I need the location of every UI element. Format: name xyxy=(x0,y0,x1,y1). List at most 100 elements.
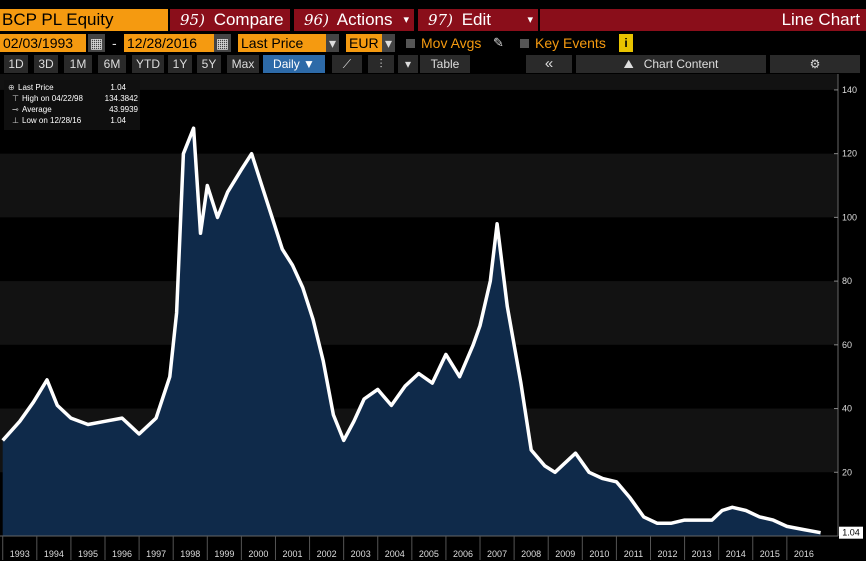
x-tick-label: 2012 xyxy=(658,549,678,559)
x-tick-label: 2002 xyxy=(317,549,337,559)
actions-caret-icon: ▾ xyxy=(403,14,409,26)
x-tick-label: 1997 xyxy=(146,549,166,559)
settings-gear-icon[interactable]: ⚙ xyxy=(770,55,860,73)
y-tick-label: 60 xyxy=(842,340,852,350)
period-5y-button[interactable]: 5Y xyxy=(197,55,221,73)
price-field[interactable]: Last Price xyxy=(238,34,328,52)
start-date-field[interactable]: 02/03/1993 xyxy=(0,34,86,52)
chart-content-icon: ⛰ xyxy=(623,57,634,71)
y-tick-label: 140 xyxy=(842,85,857,95)
legend-last-value: 1.04 xyxy=(110,83,126,92)
compare-menu[interactable]: 95) Compare xyxy=(170,9,290,31)
price-area xyxy=(2,128,821,536)
legend-icon-last: ⊕ xyxy=(8,83,15,92)
last-value-box xyxy=(839,526,863,539)
last-value-marker: 1.04 xyxy=(839,526,863,539)
y-axis: 20 40 60 80 100 120 140 xyxy=(834,74,857,536)
chart-legend: ⊕ Last Price 1.04 ⊤ High on 04/22/98 134… xyxy=(4,80,140,130)
x-tick-label: 2016 xyxy=(794,549,814,559)
x-tick-label: 2003 xyxy=(351,549,371,559)
legend-average-value: 43.9939 xyxy=(109,105,138,114)
x-tick-label: 2014 xyxy=(726,549,746,559)
bar-style-icon[interactable]: ⫶ xyxy=(368,55,394,73)
x-tick-label: 2010 xyxy=(589,549,609,559)
legend-icon-low: ⊥ xyxy=(12,116,19,125)
y-tick-label: 40 xyxy=(842,404,852,414)
actions-menu-label: Actions xyxy=(336,10,393,29)
x-axis: 1993 1994 1995 1996 1997 1998 1999 2000 2001 2002… xyxy=(0,535,838,560)
x-tick-label: 1998 xyxy=(180,549,200,559)
x-tick-label: 2006 xyxy=(453,549,473,559)
frequency-dropdown[interactable]: Daily ▼ xyxy=(263,55,325,73)
period-1d-button[interactable]: 1D xyxy=(4,55,28,73)
currency-field[interactable]: EUR xyxy=(346,34,382,52)
x-tick-label: 2008 xyxy=(521,549,541,559)
style-dropdown-icon[interactable]: ▾ xyxy=(398,55,418,73)
background-band xyxy=(0,153,838,218)
end-date-field[interactable]: 12/28/2016 xyxy=(124,34,216,52)
collapse-button[interactable]: « xyxy=(526,55,572,73)
start-calendar-icon[interactable]: ▦ xyxy=(88,34,105,52)
x-tick-label: 2001 xyxy=(283,549,303,559)
x-tick-label: 1994 xyxy=(44,549,64,559)
period-1m-button[interactable]: 1M xyxy=(64,55,92,73)
edit-menu-number: 97) xyxy=(428,11,453,29)
compare-menu-label: Compare xyxy=(213,10,284,29)
x-tick-label: 1995 xyxy=(78,549,98,559)
key-events-checkbox[interactable] xyxy=(520,39,529,48)
legend-last-label: Last Price xyxy=(18,83,54,92)
y-tick-label: 100 xyxy=(842,212,857,222)
period-1y-button[interactable]: 1Y xyxy=(168,55,192,73)
info-icon[interactable]: i xyxy=(619,34,633,52)
x-tick-label: 1999 xyxy=(214,549,234,559)
chart-name: Line Chart xyxy=(540,9,866,31)
x-tick-label: 2004 xyxy=(385,549,405,559)
legend-high-label: High on 04/22/98 xyxy=(22,94,83,103)
x-tick-label: 2013 xyxy=(692,549,712,559)
legend-high-value: 134.3842 xyxy=(105,94,139,103)
background-band xyxy=(0,74,838,90)
price-dropdown-icon[interactable]: ▾ xyxy=(326,34,339,52)
actions-menu-number: 96) xyxy=(304,11,329,29)
edit-menu-label: Edit xyxy=(461,10,491,29)
edit-caret-icon: ▾ xyxy=(527,14,533,26)
mov-avgs-label[interactable]: Mov Avgs xyxy=(421,35,482,51)
period-bar: 1D 3D 1M 6M YTD 1Y 5Y Max Daily ▼ ⟋ ⫶ ▾ … xyxy=(0,54,866,74)
pencil-icon[interactable]: ✎ xyxy=(493,35,504,50)
x-tick-label: 2007 xyxy=(487,549,507,559)
period-3d-button[interactable]: 3D xyxy=(34,55,58,73)
settings-bar: 02/03/1993 ▦ - 12/28/2016 ▦ Last Price ▾… xyxy=(0,33,866,53)
ticker-field[interactable]: BCP PL Equity xyxy=(0,9,168,31)
legend-low-label: Low on 12/28/16 xyxy=(22,116,82,125)
legend-average-label: Average xyxy=(22,105,52,114)
chart-content-label: Chart Content xyxy=(643,57,719,71)
x-tick-label: 2011 xyxy=(624,549,643,559)
table-button[interactable]: Table xyxy=(420,55,470,73)
key-events-label[interactable]: Key Events xyxy=(535,35,606,51)
legend-icon-average: ⊸ xyxy=(12,105,19,114)
line-chart-icon[interactable]: ⟋ xyxy=(332,55,362,73)
actions-menu[interactable]: 96) Actions ▾ xyxy=(294,9,414,31)
background-band xyxy=(0,281,838,345)
currency-dropdown-icon[interactable]: ▾ xyxy=(382,34,395,52)
x-tick-label: 1993 xyxy=(10,549,30,559)
legend-icon-high: ⊤ xyxy=(12,94,19,103)
x-tick-label: 2000 xyxy=(248,549,268,559)
period-ytd-button[interactable]: YTD xyxy=(132,55,164,73)
end-calendar-icon[interactable]: ▦ xyxy=(214,34,231,52)
x-tick-label: 2015 xyxy=(760,549,780,559)
last-value-label: 1.04 xyxy=(842,528,860,538)
period-6m-button[interactable]: 6M xyxy=(98,55,126,73)
x-tick-label: 2005 xyxy=(419,549,439,559)
edit-menu[interactable]: 97) Edit ▾ xyxy=(418,9,538,31)
mov-avgs-checkbox[interactable] xyxy=(406,39,415,48)
legend-low-value: 1.04 xyxy=(110,116,126,125)
x-tick-label: 2009 xyxy=(555,549,575,559)
title-bar: BCP PL Equity 95) Compare 96) Actions ▾ … xyxy=(0,0,866,33)
period-max-button[interactable]: Max xyxy=(227,55,259,73)
legend-background xyxy=(4,80,140,130)
date-separator: - xyxy=(112,35,117,51)
y-tick-label: 20 xyxy=(842,467,852,477)
chart-content-button[interactable]: ⛰ Chart Content xyxy=(576,55,766,73)
